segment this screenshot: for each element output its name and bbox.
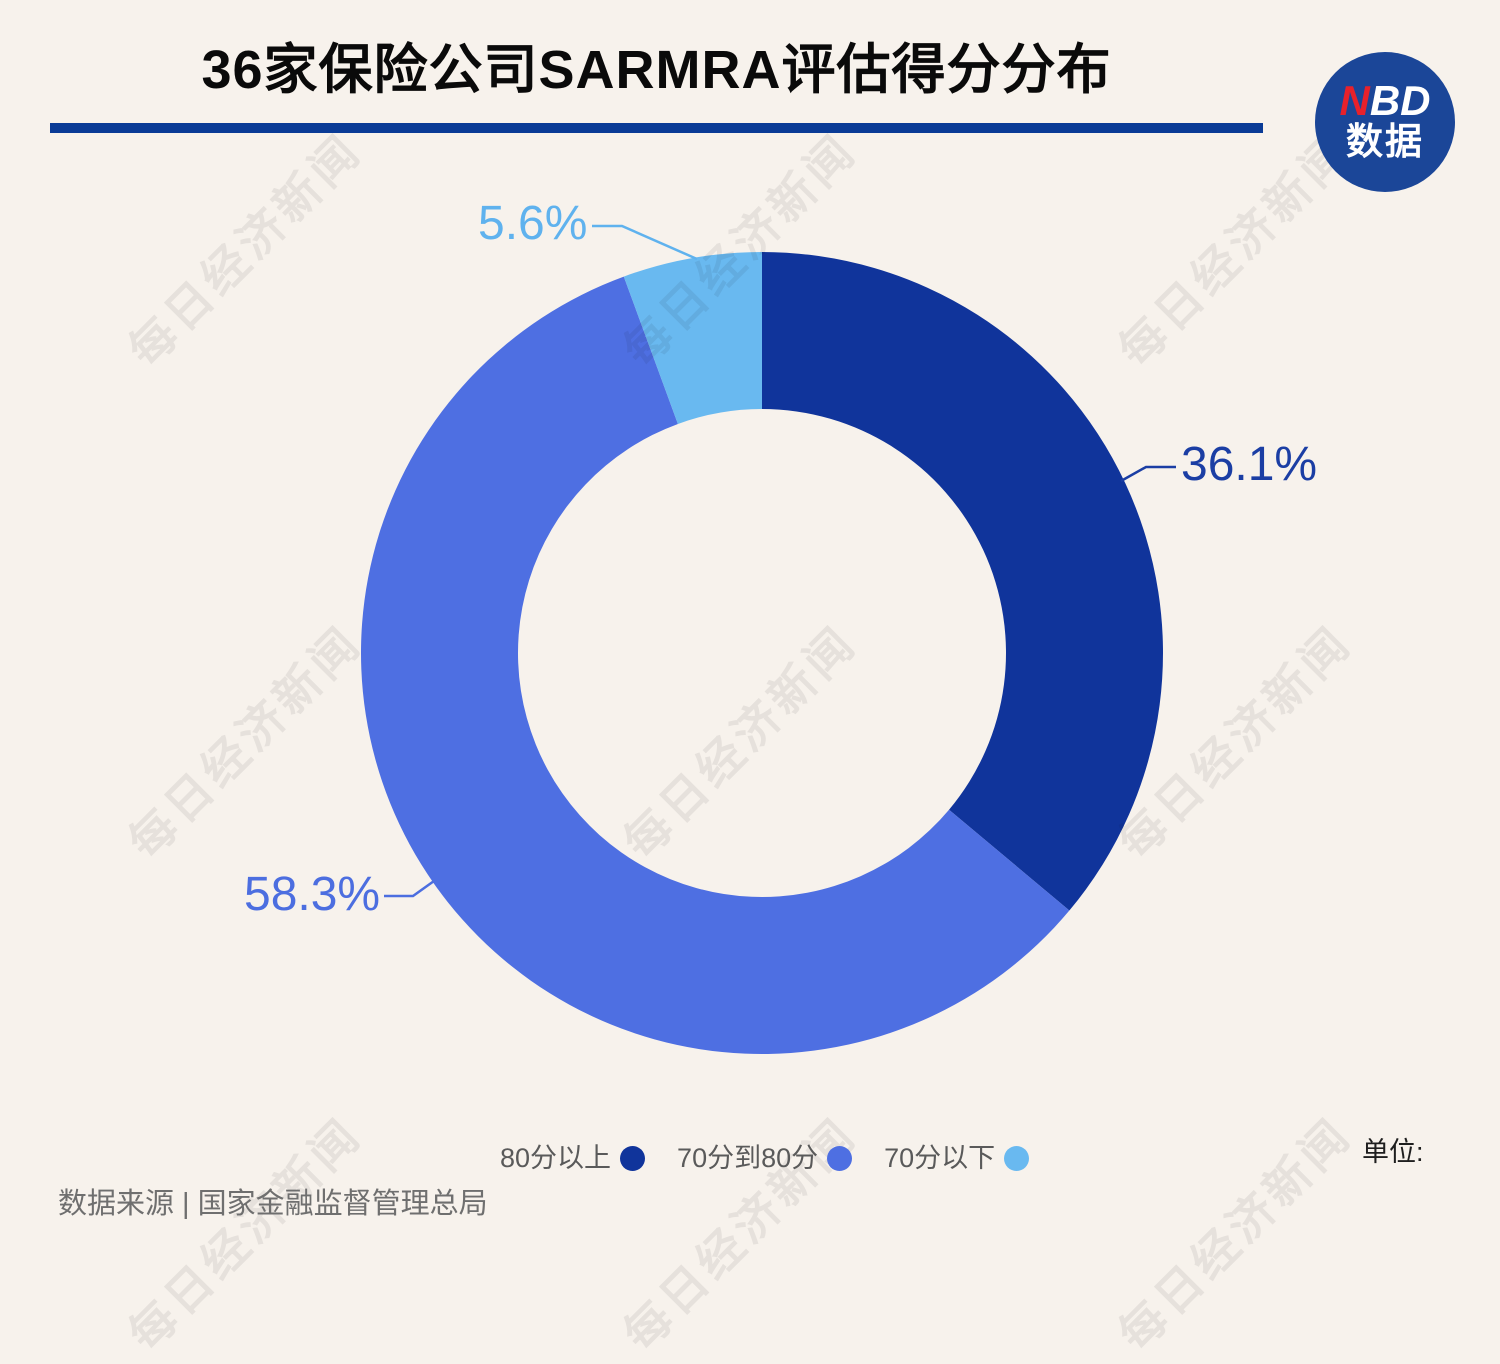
legend-dot-above-80	[620, 1145, 646, 1171]
legend: 80分以上 70分到80分 70分以下	[500, 1140, 1030, 1176]
legend-label-below-70: 70分以下	[884, 1143, 996, 1173]
nbd-logo-letters-bd: BD	[1369, 77, 1431, 124]
legend-dot-below-70	[1004, 1145, 1030, 1171]
title-underline-bar	[50, 123, 1263, 133]
data-source: 数据来源 | 国家金融监督管理总局	[58, 1188, 488, 1220]
header: 36家保险公司SARMRA评估得分分布	[50, 38, 1263, 102]
legend-item-below-70: 70分以下	[884, 1140, 1030, 1176]
donut-slice-2	[623, 252, 762, 424]
legend-label-70-80: 70分到80分	[677, 1143, 819, 1173]
nbd-logo: NBD 数据	[1315, 52, 1455, 192]
legend-item-70-80: 70分到80分	[677, 1140, 853, 1176]
page-title: 36家保险公司SARMRA评估得分分布	[201, 40, 1112, 100]
leader-lines	[384, 224, 1176, 898]
leader-line-70-80	[384, 879, 435, 898]
donut-slice-0	[762, 252, 1163, 911]
leader-line-below-70	[592, 224, 698, 261]
unit-label: 单位:	[1362, 1137, 1424, 1167]
donut-chart	[360, 224, 1176, 1055]
legend-dot-70-80	[827, 1145, 853, 1171]
nbd-logo-text: NBD	[1339, 80, 1430, 122]
slice-label-above-80: 36.1%	[1181, 438, 1318, 491]
slice-label-below-70: 5.6%	[478, 197, 588, 250]
slice-label-70-80: 58.3%	[244, 868, 381, 921]
infographic-canvas: 每日经济新闻 每日经济新闻 每日经济新闻 每日经济新闻 每日经济新闻 每日经济新闻 每日经济…	[50, 38, 1455, 1361]
donut-slices	[360, 252, 1163, 1055]
nbd-logo-subtext: 数据	[1346, 121, 1424, 162]
leader-line-above-80	[1120, 465, 1176, 483]
legend-label-above-80: 80分以上	[500, 1143, 612, 1173]
nbd-logo-letter-n: N	[1339, 77, 1370, 124]
legend-item-above-80: 80分以上	[500, 1140, 646, 1176]
donut-slice-1	[360, 276, 1070, 1055]
